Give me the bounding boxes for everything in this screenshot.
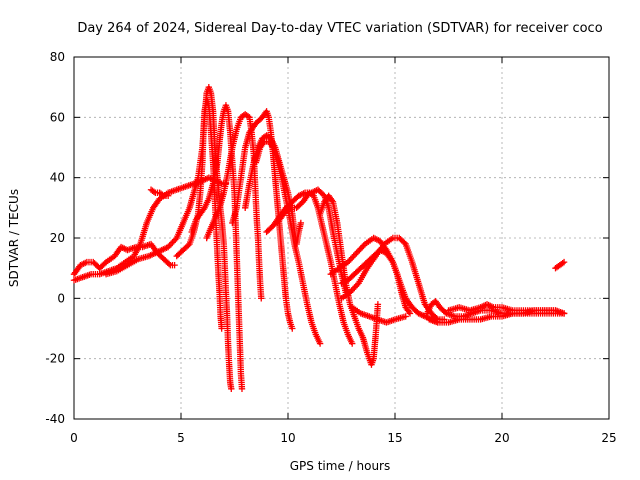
series-arc-21	[552, 258, 568, 272]
data-point	[159, 191, 166, 198]
data-point	[228, 385, 235, 393]
y-tick-label: -20	[45, 352, 65, 366]
x-tick-label: 5	[177, 431, 185, 445]
data-point	[406, 310, 414, 317]
series-arc-1	[70, 240, 178, 278]
data-point	[560, 310, 568, 317]
x-tick-label: 25	[601, 431, 616, 445]
data-point	[319, 191, 327, 198]
y-tick-label: 60	[50, 110, 65, 124]
data-point	[289, 325, 296, 332]
series-arc-20	[445, 301, 559, 314]
tick-marks	[73, 56, 610, 420]
data-point	[374, 301, 382, 308]
data-point	[171, 261, 178, 269]
y-axis-label: SDTVAR / TECUs	[7, 189, 21, 287]
data-point	[285, 205, 293, 213]
series-arc-17	[349, 304, 409, 326]
data-point	[560, 258, 568, 266]
data-point	[238, 385, 246, 393]
tick-labels: 0 5 10 15 20 25 -40 -20 0 20 40 60 80	[45, 50, 616, 445]
data-point	[559, 259, 566, 267]
series-arc-7	[203, 111, 265, 302]
data-point	[349, 340, 356, 347]
data-point	[150, 188, 158, 195]
series-arc-4	[147, 186, 172, 199]
x-tick-label: 15	[387, 431, 402, 445]
x-tick-label: 10	[280, 431, 295, 445]
data-points	[70, 83, 568, 393]
y-tick-label: -40	[45, 412, 65, 426]
data-point	[185, 242, 192, 249]
data-point	[218, 325, 225, 332]
data-point	[401, 239, 408, 247]
data-point	[402, 313, 409, 320]
x-axis-label: GPS time / hours	[290, 459, 391, 473]
y-tick-label: 80	[50, 50, 65, 64]
y-tick-label: 0	[57, 291, 65, 305]
data-point	[165, 260, 173, 268]
x-tick-label: 0	[70, 431, 78, 445]
data-point	[297, 219, 305, 227]
x-tick-label: 20	[494, 431, 509, 445]
series-arc-10	[252, 138, 324, 347]
data-point	[316, 340, 324, 347]
chart-title: Day 264 of 2024, Sidereal Day-to-day VTE…	[77, 21, 602, 36]
data-point	[552, 307, 559, 314]
y-tick-label: 40	[50, 171, 65, 185]
data-point	[164, 192, 172, 199]
y-tick-label: 20	[50, 231, 65, 245]
data-point	[258, 295, 265, 302]
